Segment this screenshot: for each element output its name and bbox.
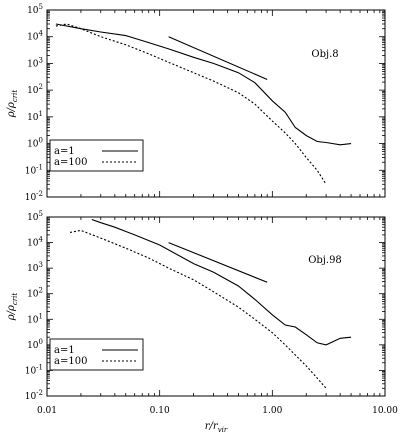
- y-tick-label: 10-1: [25, 163, 43, 176]
- panel-2: 105 104 103 102 101 100 10-1 10-2 0.01 0.10 1.00 10…: [6, 210, 398, 434]
- legend: a=1a=100: [49, 338, 144, 371]
- y-tick-label: 103: [27, 56, 43, 69]
- y-tick-label: 104: [27, 30, 43, 43]
- y-tick-label: 101: [27, 312, 43, 325]
- x-tick-label: 0.10: [150, 406, 170, 416]
- y-tick-label: 10-2: [25, 190, 43, 203]
- series-line-a-1: [91, 218, 352, 346]
- y-tick-label: 103: [27, 261, 43, 274]
- legend-label: a=100: [54, 157, 87, 168]
- y-tick-label: 104: [27, 236, 43, 249]
- y-axis-label: ρ/ρcrit: [6, 293, 19, 322]
- legend-label: a=1: [54, 345, 75, 356]
- y-tick-label: 105: [27, 210, 43, 223]
- y-tick-label: 102: [27, 83, 43, 96]
- x-tick-label: 10.00: [372, 406, 398, 416]
- reference-slope-line: [168, 36, 268, 81]
- legend-label: a=100: [54, 356, 87, 367]
- x-tick-label: 0.01: [37, 406, 57, 416]
- reference-slope-line: [168, 242, 268, 283]
- y-tick-label: 10-2: [25, 389, 43, 402]
- x-axis-label: r/rvir: [205, 421, 228, 434]
- legend-box: [49, 139, 144, 172]
- series-line-a-100: [55, 23, 327, 185]
- y-axis-label: ρ/ρcrit: [6, 90, 19, 119]
- plot-frame: [46, 216, 386, 397]
- series-line-a-100: [69, 229, 327, 389]
- y-tick-label: 10-1: [25, 363, 43, 376]
- y-tick-label: 102: [27, 287, 43, 300]
- plot-frame: [46, 9, 386, 198]
- legend: a=1a=100: [49, 139, 144, 172]
- y-tick-label: 100: [27, 137, 43, 150]
- y-tick-label: 105: [27, 3, 43, 16]
- object-annotation: Obj.8: [311, 49, 338, 60]
- panel-1: 105 104 103 102 101 100 10-1 10-2 ρ/ρcrit Obj.8 a=…: [6, 3, 386, 203]
- y-tick-label: 101: [27, 110, 43, 123]
- legend-label: a=1: [54, 146, 75, 157]
- legend-box: [49, 338, 144, 371]
- x-tick-label: 1.00: [262, 406, 282, 416]
- y-tick-label: 100: [27, 338, 43, 351]
- object-annotation: Obj.98: [308, 255, 342, 266]
- series-line-a-1: [55, 23, 352, 146]
